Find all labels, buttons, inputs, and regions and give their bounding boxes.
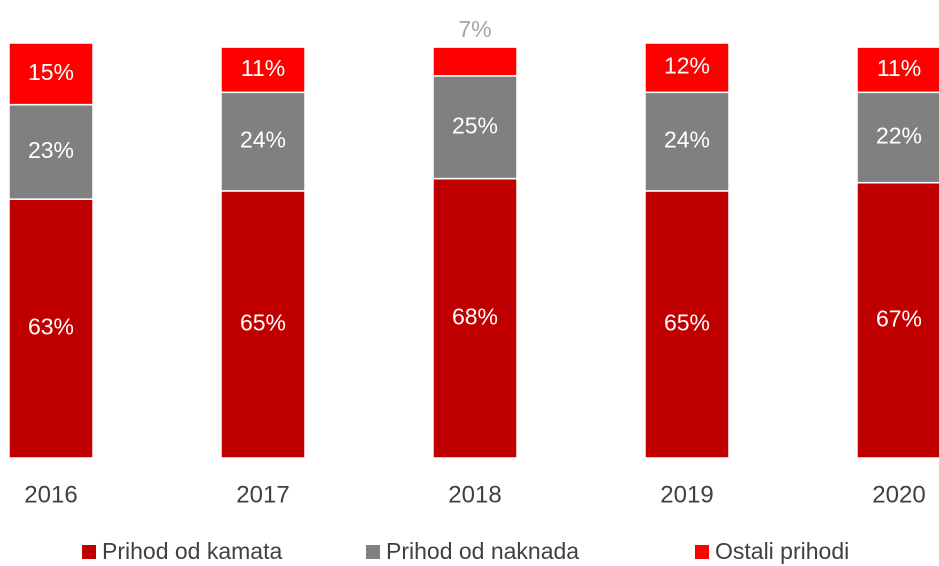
data-label: 12% — [664, 53, 710, 79]
bar-segment — [8, 198, 94, 459]
data-label: 68% — [452, 303, 498, 329]
data-label: 67% — [876, 305, 922, 331]
x-tick-label: 2017 — [236, 481, 289, 508]
x-tick-label: 2020 — [872, 481, 925, 508]
bar-segment — [856, 46, 939, 94]
data-label: 65% — [664, 310, 710, 336]
bar-segment — [856, 91, 939, 184]
x-tick-label: 2018 — [448, 481, 501, 508]
legend-label: Ostali prihodi — [715, 538, 849, 564]
bar-segment — [644, 190, 730, 459]
data-label: 15% — [28, 59, 74, 85]
x-tick-label: 2016 — [24, 481, 77, 508]
bar-segment — [220, 91, 306, 192]
x-tick-label: 2019 — [660, 481, 713, 508]
data-label: 23% — [28, 137, 74, 163]
bar-segment — [220, 46, 306, 94]
bar-segment — [432, 46, 518, 77]
data-label: 25% — [452, 112, 498, 138]
data-label: 7% — [458, 16, 491, 42]
legend-swatch — [366, 545, 380, 559]
legend-swatch — [82, 545, 96, 559]
legend-swatch — [695, 545, 709, 559]
legend-label: Prihod od kamata — [102, 538, 282, 564]
bar-segment — [220, 190, 306, 459]
legend-label: Prihod od naknada — [386, 538, 579, 564]
bar-segment — [644, 91, 730, 192]
data-label: 11% — [877, 55, 921, 81]
bar-segment — [432, 177, 518, 459]
data-label: 24% — [664, 127, 710, 153]
bar-segment — [8, 42, 94, 106]
bar-segment — [856, 181, 939, 459]
data-label: 22% — [876, 123, 922, 149]
data-label: 11% — [241, 55, 285, 81]
bar-segment — [644, 42, 730, 94]
bar-segment — [432, 75, 518, 180]
data-label: 65% — [240, 310, 286, 336]
bar-segment — [8, 103, 94, 200]
data-label: 63% — [28, 314, 74, 340]
data-label: 24% — [240, 127, 286, 153]
